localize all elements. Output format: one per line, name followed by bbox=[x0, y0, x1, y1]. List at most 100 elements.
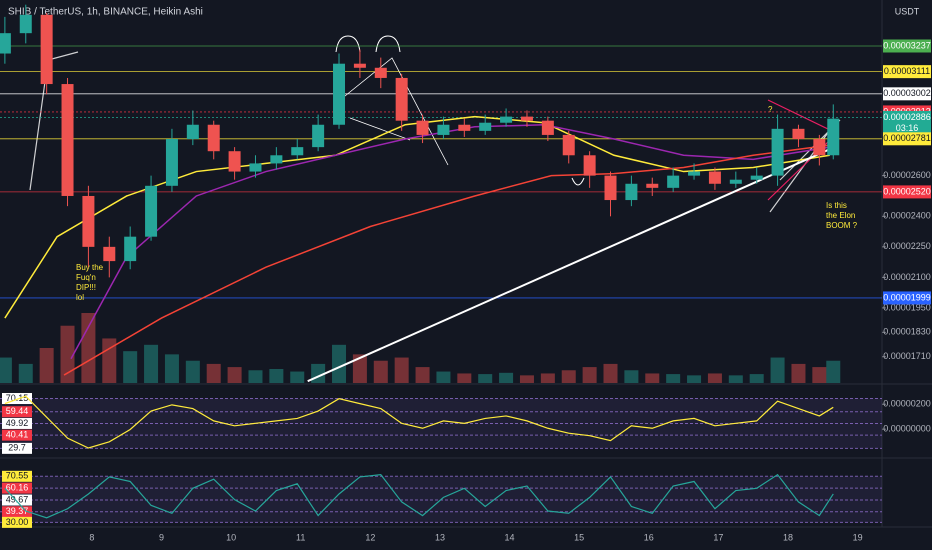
volume-bar bbox=[519, 375, 534, 383]
chart-title: SHIB / TetherUS, 1h, BINANCE, Heikin Ash… bbox=[8, 7, 203, 18]
candle-body bbox=[479, 122, 492, 131]
volume-bar bbox=[206, 363, 221, 383]
price-label: 0.00003237 bbox=[883, 40, 931, 50]
price-label-box bbox=[883, 87, 931, 101]
price-label-box bbox=[883, 65, 931, 79]
level-label: 30.00 bbox=[6, 517, 29, 527]
y-tick-label: 0.00001710 bbox=[883, 351, 931, 361]
volume-bar bbox=[18, 363, 33, 383]
candle-body bbox=[186, 124, 199, 139]
price-label-box bbox=[883, 132, 931, 146]
volume-bar bbox=[0, 357, 12, 383]
drawing-lines bbox=[339, 57, 449, 166]
volume-bar bbox=[582, 367, 597, 383]
candle-body bbox=[437, 124, 450, 135]
volume-bar bbox=[826, 360, 841, 383]
candle-body bbox=[646, 183, 659, 188]
volume-bar bbox=[457, 373, 472, 383]
level-label-box bbox=[2, 506, 32, 518]
y-tick-label: 0.00002250 bbox=[883, 241, 931, 251]
price-label: 0.00003111 bbox=[884, 66, 930, 76]
level-label: 59.44 bbox=[6, 406, 29, 416]
candle-body bbox=[458, 124, 471, 131]
candle-body bbox=[291, 147, 304, 156]
candle-body bbox=[583, 155, 596, 176]
volume-bar bbox=[415, 367, 430, 383]
y-tick-label: 0.00001830 bbox=[883, 327, 931, 337]
candle-body bbox=[750, 175, 763, 180]
volume-bar bbox=[478, 374, 493, 383]
candle-body bbox=[249, 163, 262, 172]
annotation: Fuq'n bbox=[76, 273, 96, 282]
indicator-line bbox=[4, 473, 834, 519]
volume-bar bbox=[645, 373, 660, 383]
level-label: 70.55 bbox=[6, 471, 29, 481]
candle-body bbox=[61, 84, 74, 196]
level-label-box bbox=[2, 429, 32, 441]
price-label: 0.00002886 bbox=[883, 112, 931, 122]
volume-bar bbox=[81, 313, 96, 383]
volume-bar bbox=[687, 375, 702, 383]
volume-bar bbox=[603, 363, 618, 383]
annotation: the Elon bbox=[826, 211, 855, 220]
volume-bar bbox=[39, 348, 54, 383]
candle-body bbox=[353, 63, 366, 68]
volume-bar bbox=[707, 373, 722, 383]
candle-body bbox=[395, 77, 408, 121]
candle-body bbox=[145, 185, 158, 237]
candle-body bbox=[604, 175, 617, 201]
annotation: BOOM ? bbox=[826, 221, 858, 230]
moving-average bbox=[307, 148, 831, 383]
price-label-box bbox=[883, 39, 931, 53]
drawing-arcs bbox=[335, 35, 401, 53]
candle-body bbox=[625, 183, 638, 201]
x-tick-label: 11 bbox=[296, 532, 305, 542]
moving-average bbox=[63, 144, 830, 376]
level-label: 40.41 bbox=[6, 430, 29, 440]
countdown: 03:16 bbox=[896, 123, 919, 133]
volume-bar bbox=[373, 360, 388, 383]
volume-bar bbox=[436, 371, 451, 383]
candle-body bbox=[667, 175, 680, 188]
level-label: 60.16 bbox=[6, 482, 29, 492]
volume-bar bbox=[60, 325, 75, 383]
volume-bar bbox=[269, 369, 284, 383]
volume-bar bbox=[227, 367, 242, 383]
volume-bar bbox=[290, 371, 305, 383]
y-tick-label: 0.00001950 bbox=[883, 302, 931, 312]
x-tick-label: 13 bbox=[435, 532, 445, 542]
volume-bar bbox=[248, 370, 263, 383]
y-tick-label: 0.00002400 bbox=[883, 211, 931, 221]
candle-body bbox=[333, 63, 346, 125]
x-tick-label: 9 bbox=[159, 532, 164, 542]
annotation: lol bbox=[76, 293, 84, 302]
level-label-box bbox=[2, 494, 32, 506]
annotation: DIP!!! bbox=[76, 283, 96, 292]
volume-bar bbox=[770, 357, 785, 383]
candle-body bbox=[813, 138, 826, 156]
candle-body bbox=[124, 236, 137, 262]
level-label-box bbox=[2, 516, 32, 528]
candle-body bbox=[19, 14, 32, 34]
volume-bar bbox=[123, 351, 138, 383]
x-tick-label: 14 bbox=[505, 532, 515, 542]
price-label: 0.00001999 bbox=[883, 292, 931, 302]
candle-body bbox=[688, 171, 701, 176]
price-label: 0.00002520 bbox=[883, 186, 931, 196]
level-label-box bbox=[2, 482, 32, 494]
candle-body bbox=[165, 138, 178, 186]
y2-tick-label: 0.00000000 bbox=[883, 424, 931, 434]
volume-bar bbox=[791, 363, 806, 383]
volume-bar bbox=[561, 370, 576, 383]
price-label-box bbox=[883, 110, 931, 135]
candle-body bbox=[103, 246, 116, 262]
price-label-box bbox=[883, 291, 931, 305]
candle-body bbox=[729, 179, 742, 184]
volume-bar bbox=[812, 367, 827, 383]
candle-body bbox=[792, 128, 805, 139]
candle-body bbox=[416, 120, 429, 135]
candle-body bbox=[40, 14, 53, 85]
drawing-arc bbox=[571, 177, 585, 186]
volume-bar bbox=[144, 344, 159, 383]
